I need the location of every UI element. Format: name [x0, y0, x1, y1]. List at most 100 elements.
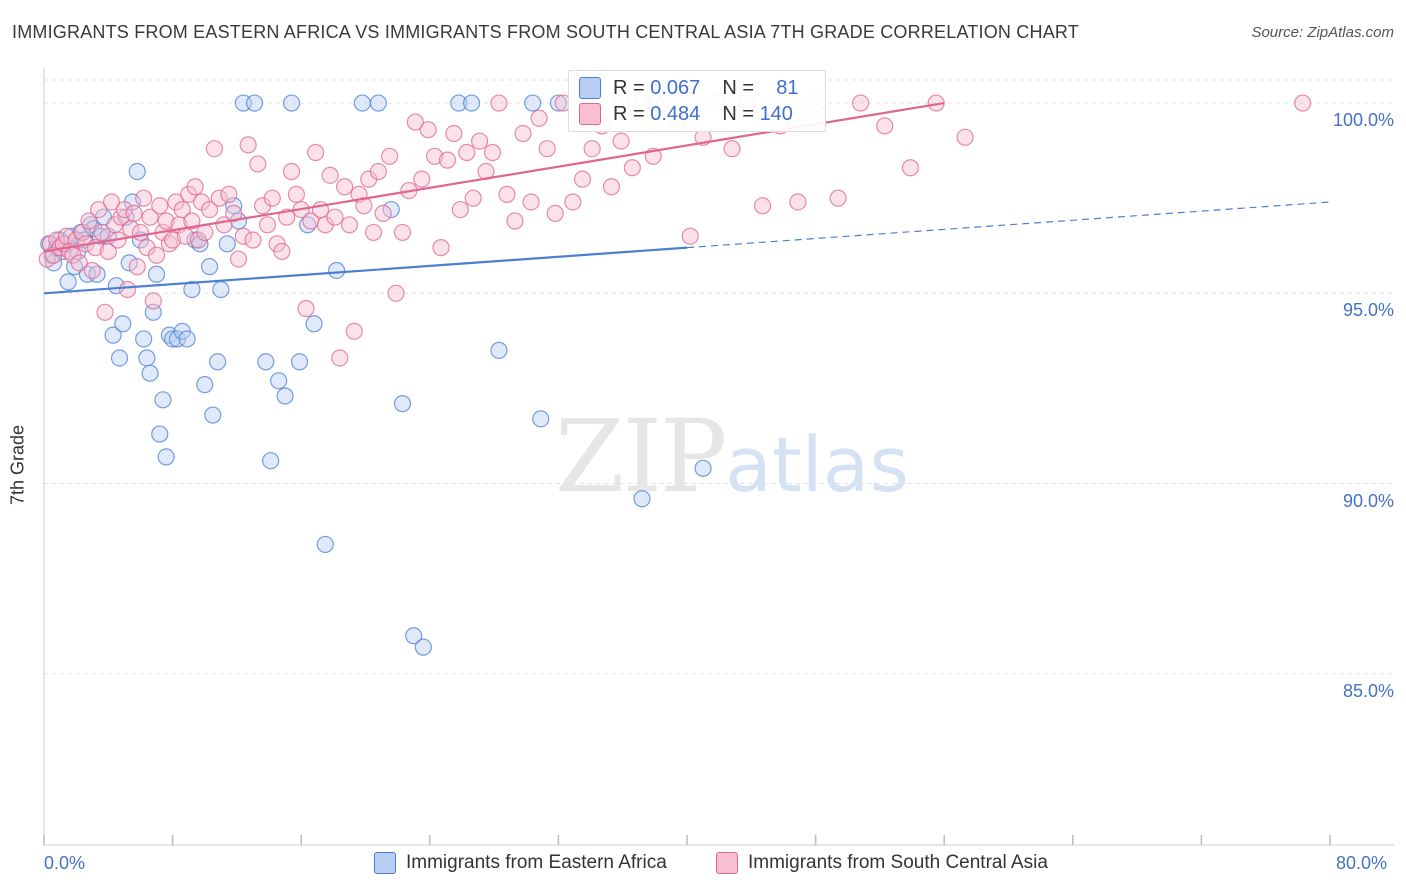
grid-lines — [44, 79, 1394, 675]
south-central-asia-point — [99, 242, 117, 261]
eastern-africa-point — [369, 94, 387, 112]
eastern-africa-trend-extension — [686, 201, 1331, 249]
south-central-asia-point — [147, 246, 166, 264]
south-central-asia-point — [458, 143, 476, 162]
south-central-asia-point — [583, 140, 601, 158]
eastern-africa-point — [305, 315, 323, 333]
eastern-africa-point — [532, 410, 550, 428]
south-central-asia-point — [1294, 94, 1312, 112]
eastern-africa-point — [257, 353, 275, 371]
south-central-asia-point — [135, 189, 153, 207]
south-central-asia-point — [141, 208, 159, 226]
south-central-asia-point — [413, 170, 431, 188]
eastern-africa-point — [183, 280, 201, 299]
south-central-asia-point — [183, 212, 201, 230]
south-central-asia-point — [93, 223, 111, 242]
south-central-asia-point — [239, 136, 257, 154]
eastern-africa-point — [151, 425, 169, 443]
eastern-africa-point — [157, 448, 175, 466]
eastern-africa-point — [270, 372, 288, 390]
legend-r-label: R = — [613, 76, 645, 99]
south-central-asia-point — [340, 216, 359, 234]
eastern-africa-point — [135, 330, 153, 348]
south-central-asia-point — [564, 193, 582, 211]
south-central-asia-point — [612, 132, 630, 150]
south-central-asia-point — [829, 189, 847, 207]
y-tick-label: 85.0% — [1342, 680, 1394, 701]
south-central-asia-point — [157, 212, 175, 230]
south-central-asia-point — [128, 258, 146, 276]
south-central-asia-point — [102, 193, 121, 211]
south-central-asia-point — [506, 212, 524, 230]
bottom-legend-south-central-asia: Immigrants from South Central Asia — [716, 852, 1048, 874]
south-central-asia-point — [70, 254, 88, 272]
south-central-asia-point — [451, 200, 469, 219]
eastern-africa-point — [141, 364, 159, 382]
eastern-africa-point — [128, 162, 146, 181]
south-central-asia-point — [623, 159, 641, 177]
bottom-legend-swatch-blue — [374, 852, 396, 874]
south-central-asia-point — [258, 216, 277, 234]
eastern-africa-point — [382, 200, 400, 219]
chart-title: IMMIGRANTS FROM EASTERN AFRICA VS IMMIGR… — [12, 22, 1079, 42]
south-central-asia-point — [876, 117, 894, 135]
eastern-africa-point — [154, 391, 172, 409]
south-central-asia-point — [263, 189, 281, 207]
south-central-asia-point — [297, 299, 315, 318]
eastern-africa-point — [147, 265, 166, 283]
south-central-asia-point — [471, 132, 489, 150]
south-central-asia-point — [229, 250, 248, 268]
eastern-africa-point — [178, 330, 196, 348]
eastern-africa-point — [393, 395, 412, 413]
south-central-asia-point — [681, 227, 699, 245]
south-central-asia-point — [381, 147, 399, 165]
eastern-africa-point — [276, 387, 294, 405]
south-central-asia-point — [490, 94, 508, 112]
south-central-asia-point — [602, 178, 621, 196]
watermark-atlas: atlas — [725, 420, 909, 509]
south-central-asia-point — [249, 155, 267, 173]
south-central-asia-point — [336, 178, 354, 196]
south-central-asia-point — [164, 231, 182, 249]
south-central-asia-point — [393, 223, 412, 242]
legend-row-south-central-asia: R = 0.484 N = 140 — [579, 101, 793, 127]
bottom-legend-label: Immigrants from Eastern Africa — [406, 852, 667, 873]
bottom-legend-swatch-pink — [716, 852, 738, 874]
south-central-asia-point — [210, 189, 228, 207]
eastern-africa-point — [549, 94, 568, 112]
south-central-asia-point — [538, 140, 556, 158]
legend-n-label: N = — [722, 76, 754, 99]
legend-r-label: R = — [613, 102, 645, 125]
south-central-asia-point — [573, 170, 592, 188]
bottom-legend-label: Immigrants from South Central Asia — [748, 852, 1048, 873]
eastern-africa-trend-line — [43, 246, 688, 295]
bottom-legend-eastern-africa: Immigrants from Eastern Africa — [374, 852, 667, 874]
legend-row-eastern-africa: R = 0.067 N = 81 — [579, 75, 798, 101]
south-central-asia-point — [374, 204, 392, 222]
south-central-asia-point — [426, 147, 444, 165]
eastern-africa-point — [104, 326, 122, 344]
south-central-asia-point — [144, 292, 162, 310]
south-central-asia-point — [419, 121, 437, 139]
legend-n-label: N = — [722, 102, 754, 125]
eastern-africa-point — [204, 406, 222, 424]
south-central-asia-point — [546, 204, 564, 222]
legend-n-value: 140 — [759, 102, 793, 125]
series-eastern-africa-points — [40, 94, 712, 656]
eastern-africa-point — [462, 94, 481, 112]
eastern-africa-point — [200, 258, 219, 276]
south-central-asia-point — [464, 189, 482, 207]
south-central-asia-point — [483, 143, 502, 162]
south-central-asia-point — [387, 284, 405, 302]
south-central-asia-point — [287, 185, 305, 203]
legend-r-value: 0.067 — [650, 76, 701, 99]
eastern-africa-point — [524, 94, 542, 112]
south-central-asia-point — [753, 197, 772, 215]
south-central-asia-point — [852, 94, 870, 112]
eastern-africa-point — [218, 235, 236, 253]
south-central-asia-point — [406, 113, 424, 131]
y-tick-label: 100.0% — [1332, 110, 1394, 131]
x-tick-label-max: 80.0% — [1336, 853, 1388, 873]
series-south-central-asia-points — [38, 94, 1312, 367]
south-central-asia-point — [326, 208, 344, 226]
